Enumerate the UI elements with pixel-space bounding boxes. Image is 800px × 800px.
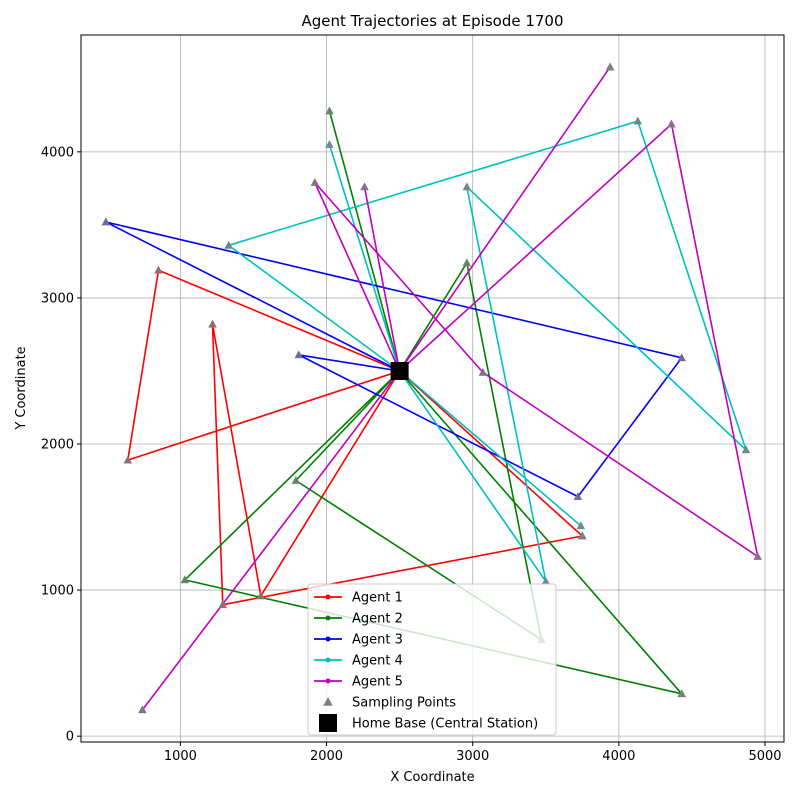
agent-1-trajectory [127,269,584,606]
legend-label: Agent 5 [352,675,403,690]
agent-4-sampling-point [541,576,551,585]
grid [81,35,784,742]
agent-3-sampling-point [294,350,304,359]
legend-marker [325,615,331,621]
x-tick-label: 3000 [456,749,489,764]
legend-home-base-marker [319,714,337,732]
agent-1-sampling-point [154,265,163,274]
agent-2-sampling-point [291,476,301,484]
legend-marker [325,594,331,600]
plot-frame [80,34,785,743]
agent-5-sampling-point [310,178,320,186]
legend-sampling-marker [323,697,333,706]
agent-4-sampling-point [462,182,472,191]
ticks: 1000 2000 3000 4000 5000 0 1000 2000 3000 4000 [41,145,782,764]
chart-title: Agent Trajectories at Episode 1700 [301,12,563,30]
agent-4-sampling-point [325,140,334,148]
y-tick-label: 2000 [41,438,74,453]
legend-marker [325,678,331,684]
agent-1-sampling-point [123,455,133,464]
agent-4-sampling-point [224,240,233,249]
agent-2-sampling-point [462,258,472,267]
agent-1-sampling-point [218,600,228,609]
legend-label: Agent 2 [352,612,403,627]
agent-2-sampling-point [677,689,686,698]
agent-5-sampling-point [478,367,488,376]
legend: Agent 1 Agent 2 Agent 3 Agent 4 Agent 5 Sampl… [307,583,557,736]
x-tick-label: 4000 [602,749,635,764]
agent-1-sampling-point [578,531,587,540]
agent-4-sampling-point [633,116,643,125]
agent-2-sampling-point [325,106,334,115]
agent-3-sampling-point [573,492,583,500]
legend-label: Sampling Points [352,696,456,711]
agent-4-sampling-point [741,445,751,454]
x-tick-label: 2000 [310,749,343,764]
agent-2-sampling-point [180,575,190,584]
x-tick-label: 1000 [164,749,197,764]
y-axis-title: Y Coordinate [14,346,29,430]
y-tick-label: 0 [66,730,74,745]
agent-3-sampling-point [677,353,686,362]
legend-label: Agent 1 [352,591,403,606]
agent-4-sampling-point [576,521,586,530]
y-tick-label: 1000 [41,584,74,599]
agent-5-sampling-point [605,62,615,71]
agent-5-sampling-point [360,182,369,191]
home-base-marker [390,361,409,380]
legend-marker [325,636,331,642]
agent-5-sampling-point [753,551,762,560]
y-tick-label: 4000 [41,145,74,160]
legend-label: Agent 4 [352,654,403,669]
legend-marker [325,657,331,663]
x-tick-label: 5000 [748,749,781,764]
agent-1-sampling-point [256,591,266,600]
agent-1-sampling-point [208,319,217,328]
legend-label: Agent 3 [352,633,403,648]
legend-label: Home Base (Central Station) [352,717,538,732]
x-axis-title: X Coordinate [390,770,474,785]
agent-5-sampling-point [138,705,147,714]
y-tick-label: 3000 [41,291,74,306]
agent-3-sampling-point [101,217,111,226]
agent-5-trajectory [141,66,759,711]
agent-3-trajectory [105,221,683,498]
agent-5-sampling-point [667,119,676,128]
legend-box [307,583,557,736]
